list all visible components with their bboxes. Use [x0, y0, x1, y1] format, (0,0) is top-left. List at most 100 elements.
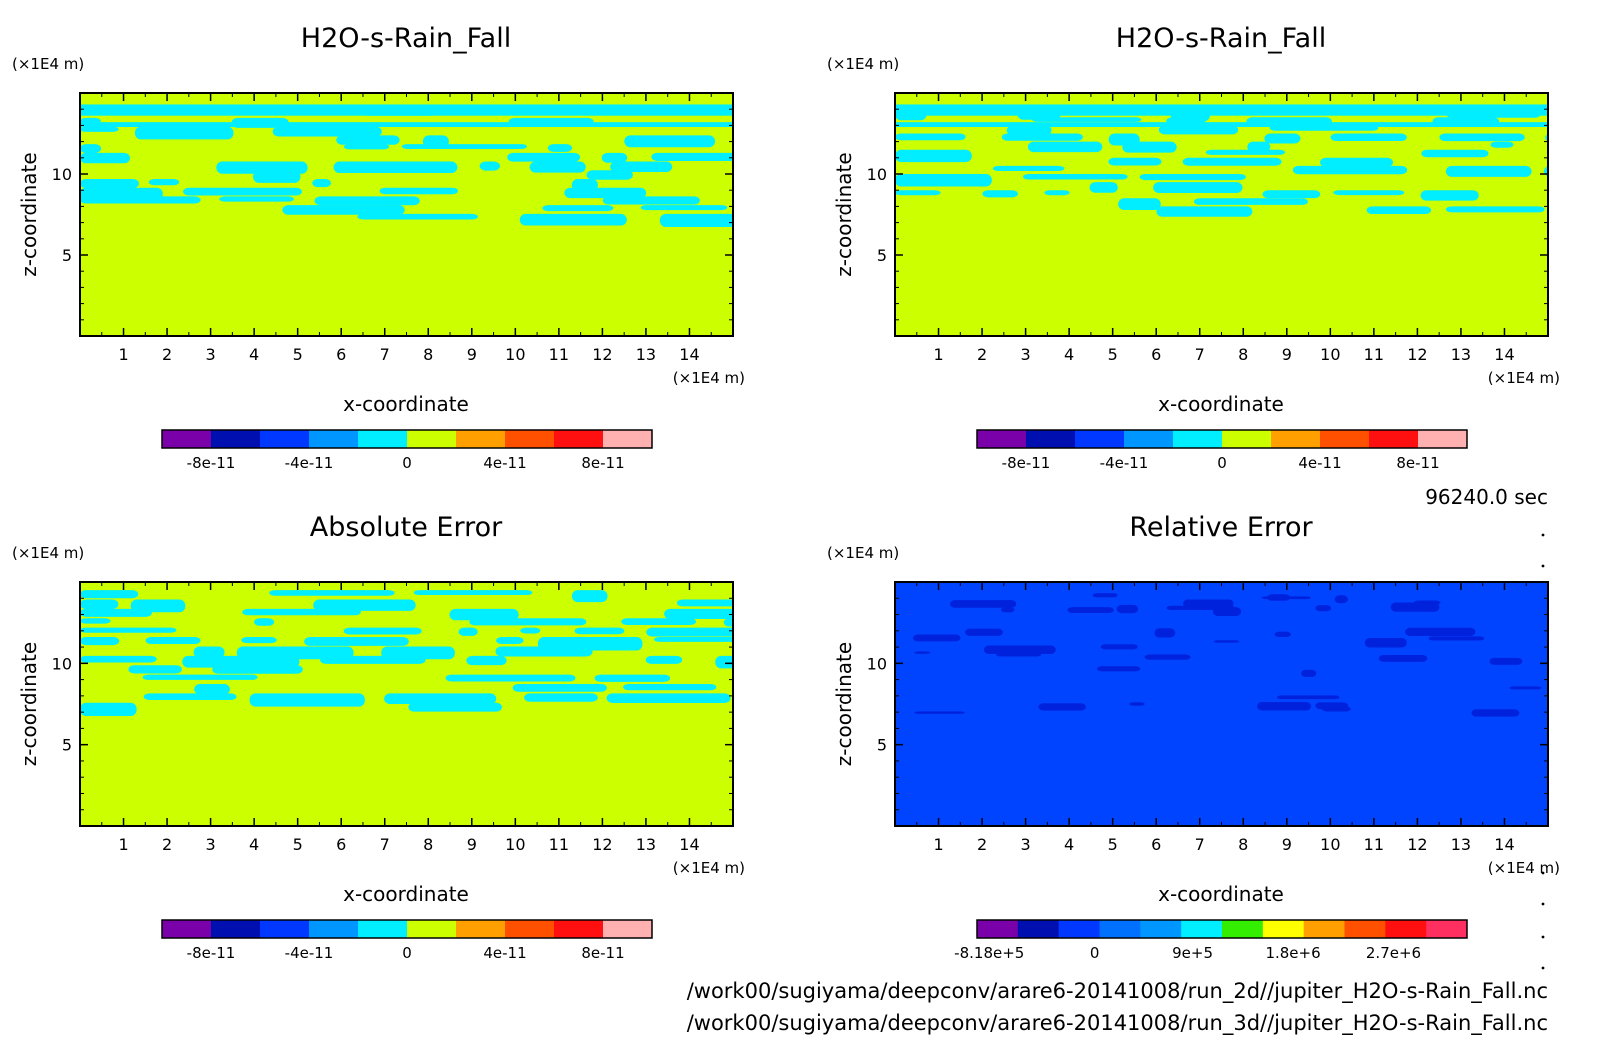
heatmap-band: [895, 122, 1548, 128]
heatmap-cell: [242, 608, 361, 616]
heatmap-cell: [640, 205, 728, 211]
x-tick-label: 2: [162, 835, 172, 854]
colorbar-frame: [161, 429, 653, 449]
heatmap-cell: [1277, 695, 1340, 700]
colorbar-swatch: [456, 430, 506, 448]
x-tick-label: 13: [636, 345, 656, 364]
heatmap-cell: [357, 213, 478, 220]
x-tick-label: 2: [977, 345, 987, 364]
heatmap-cell: [1292, 165, 1408, 175]
x-tick-label: 7: [380, 835, 390, 854]
heatmap-cell: [1022, 174, 1128, 180]
heatmap-cell: [659, 213, 733, 228]
x-axis-title: x-coordinate: [1158, 392, 1284, 416]
heatmap-cell: [1267, 594, 1291, 601]
colorbar-swatch: [505, 430, 555, 448]
heatmap-cell: [80, 702, 137, 716]
x-tick-label: 6: [336, 835, 346, 854]
heatmap-cell: [304, 637, 409, 646]
x-unit-label: (×1E4 m): [673, 859, 745, 877]
heatmap-cell: [507, 152, 581, 162]
colorbar-swatch: [1099, 920, 1141, 938]
heatmap-cell: [895, 190, 941, 196]
x-tick-label: 9: [1282, 345, 1292, 364]
x-unit-label: (×1E4 m): [673, 369, 745, 387]
heatmap-cell: [80, 655, 157, 663]
heatmap-cell: [1405, 627, 1476, 636]
colorbar-swatch: [309, 430, 359, 448]
heatmap-cell: [654, 637, 733, 642]
heatmap-cell: [1044, 190, 1070, 196]
x-tick-label: 13: [1451, 835, 1471, 854]
colorbar-swatch: [1418, 430, 1468, 448]
heatmap-cell: [542, 205, 614, 212]
heatmap-cell: [1334, 595, 1348, 604]
heatmap-cell: [193, 646, 225, 659]
y-tick-label: 10: [867, 654, 887, 673]
heatmap-cell: [479, 161, 500, 171]
x-tick-label: 3: [1021, 345, 1031, 364]
x-tick-label: 10: [1320, 835, 1340, 854]
heatmap-cell: [194, 683, 230, 695]
y-unit-label: (×1E4 m): [12, 544, 84, 562]
heatmap-cell: [182, 655, 300, 668]
heatmap-cell: [143, 693, 237, 701]
chart-title: H2O-s-Rain_Fall: [1116, 23, 1326, 54]
x-tick-label: 14: [679, 835, 699, 854]
plot-area: [80, 582, 733, 826]
heatmap-cell: [466, 655, 507, 666]
heatmap-cell: [134, 126, 234, 140]
x-tick-label: 8: [1238, 835, 1248, 854]
colorbar-frame: [976, 429, 1468, 449]
heatmap-cell: [80, 618, 111, 624]
x-tick-label: 4: [249, 835, 259, 854]
y-tick-label: 5: [877, 246, 887, 265]
heatmap-cell: [282, 205, 405, 215]
heatmap-cell: [80, 590, 139, 599]
heatmap-cell: [624, 135, 716, 148]
x-axis-title: x-coordinate: [343, 882, 469, 906]
heatmap-cell: [715, 655, 733, 669]
heatmap-cell: [80, 196, 201, 204]
chart-title: Relative Error: [1129, 512, 1313, 543]
heatmap-cell: [445, 674, 576, 682]
x-tick-label: 8: [423, 345, 433, 364]
heatmap-cell: [408, 702, 502, 712]
heatmap-cell: [458, 627, 478, 636]
heatmap-cell: [379, 187, 459, 195]
heatmap-cell: [183, 187, 302, 196]
heatmap-cell: [449, 608, 519, 621]
heatmap-cell: [1545, 134, 1548, 142]
heatmap-cell: [1330, 133, 1407, 142]
y-unit-label: (×1E4 m): [827, 544, 899, 562]
y-unit-label: (×1E4 m): [827, 55, 899, 73]
heatmap-cell: [1153, 182, 1243, 193]
colorbar-swatch: [1271, 430, 1321, 448]
heatmap-cell: [80, 144, 102, 153]
colorbar-swatch: [1026, 430, 1076, 448]
heatmap-cell: [621, 618, 697, 625]
x-axis-title: x-coordinate: [1158, 882, 1284, 906]
heatmap-cell: [313, 599, 416, 611]
x-tick-label: 4: [1064, 345, 1074, 364]
heatmap-cell: [586, 170, 633, 180]
x-tick-label: 12: [1407, 345, 1427, 364]
heatmap-cell: [1439, 133, 1525, 142]
heatmap-cell: [1315, 702, 1349, 710]
heatmap-cell: [241, 637, 277, 644]
heatmap-cell: [1366, 206, 1432, 215]
x-tick-label: 11: [1364, 835, 1384, 854]
heatmap-cell: [1183, 599, 1234, 608]
heatmap-cell: [1139, 174, 1246, 181]
x-tick-label: 10: [1320, 345, 1340, 364]
x-tick-label: 14: [1494, 835, 1514, 854]
heatmap-cell: [1421, 149, 1489, 158]
colorbar-label: 2.7e+6: [1366, 944, 1421, 962]
y-axis-title: z-coordinate: [832, 642, 856, 766]
x-tick-label: 1: [933, 835, 943, 854]
heatmap-band: [80, 93, 733, 105]
heatmap-cell: [1445, 165, 1532, 177]
colorbar-label: 4e-11: [483, 454, 526, 472]
heatmap-band: [80, 104, 733, 116]
heatmap-cell: [914, 711, 965, 714]
